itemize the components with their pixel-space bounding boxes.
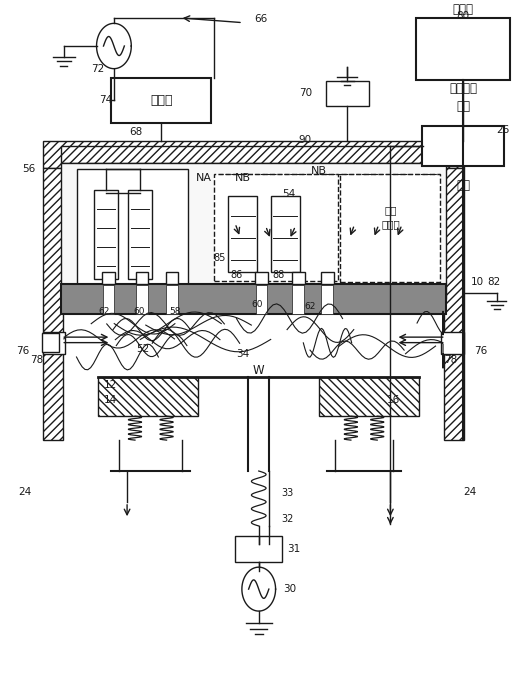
- Text: 24: 24: [18, 486, 31, 497]
- Bar: [103, 285, 115, 314]
- Text: 16: 16: [386, 396, 400, 405]
- Text: 31: 31: [287, 544, 300, 555]
- Text: 78: 78: [445, 355, 458, 365]
- Bar: [136, 272, 148, 284]
- Bar: [42, 333, 59, 352]
- Text: 处理气体: 处理气体: [449, 82, 477, 95]
- Text: NA: NA: [195, 173, 211, 183]
- Bar: [319, 377, 419, 416]
- Text: 90: 90: [298, 135, 312, 145]
- Text: 可変部: 可変部: [381, 219, 400, 229]
- Bar: [61, 164, 446, 299]
- Text: 62: 62: [305, 302, 316, 311]
- Text: 76: 76: [474, 346, 487, 356]
- Bar: [94, 189, 118, 279]
- Text: 85: 85: [213, 253, 225, 264]
- Text: NB: NB: [235, 173, 251, 183]
- Bar: [293, 285, 304, 314]
- Text: 72: 72: [91, 65, 105, 74]
- Text: 76: 76: [16, 346, 30, 356]
- Text: 86: 86: [230, 270, 242, 280]
- Bar: [214, 174, 338, 281]
- Text: 68: 68: [129, 127, 143, 137]
- Bar: [102, 272, 115, 284]
- Bar: [416, 18, 511, 80]
- Bar: [165, 272, 178, 284]
- Bar: [235, 536, 282, 562]
- Text: W: W: [253, 363, 265, 376]
- Text: 装置: 装置: [456, 100, 470, 114]
- Bar: [229, 196, 258, 272]
- Text: 10: 10: [471, 277, 484, 287]
- Bar: [322, 285, 333, 314]
- Bar: [43, 332, 65, 354]
- Bar: [61, 284, 446, 314]
- Text: 33: 33: [281, 488, 294, 498]
- Bar: [422, 127, 504, 166]
- Bar: [321, 272, 334, 284]
- Bar: [98, 377, 198, 416]
- Text: 排气: 排气: [456, 179, 470, 192]
- Bar: [292, 272, 305, 284]
- Bar: [43, 168, 63, 440]
- Text: 26: 26: [496, 125, 509, 135]
- Text: 供给源: 供给源: [452, 3, 474, 16]
- Text: 60: 60: [133, 307, 145, 316]
- Bar: [256, 285, 267, 314]
- Text: 58: 58: [170, 307, 181, 316]
- Bar: [270, 196, 299, 272]
- Text: 32: 32: [281, 514, 294, 524]
- Text: 52: 52: [136, 344, 149, 354]
- Bar: [128, 189, 152, 279]
- Text: 34: 34: [237, 350, 250, 359]
- Text: 匹配器: 匹配器: [150, 94, 173, 107]
- Bar: [326, 81, 369, 106]
- Text: 60: 60: [251, 300, 263, 309]
- Text: 74: 74: [99, 95, 112, 105]
- Text: 14: 14: [103, 396, 117, 405]
- Text: 62: 62: [99, 307, 110, 316]
- Bar: [444, 168, 464, 440]
- Text: 54: 54: [282, 189, 296, 200]
- Text: NB: NB: [312, 166, 327, 176]
- Bar: [255, 272, 268, 284]
- Bar: [61, 147, 446, 164]
- Bar: [341, 174, 440, 282]
- Bar: [441, 332, 464, 354]
- Text: 容量: 容量: [384, 205, 397, 215]
- Text: 88: 88: [272, 270, 285, 280]
- Text: 56: 56: [23, 164, 36, 174]
- Text: 70: 70: [299, 88, 313, 98]
- Text: 82: 82: [487, 277, 501, 287]
- Text: 66: 66: [254, 14, 268, 24]
- Text: 80: 80: [457, 12, 469, 21]
- Text: 30: 30: [282, 584, 296, 594]
- Bar: [111, 78, 211, 122]
- Bar: [166, 285, 177, 314]
- Text: 78: 78: [30, 355, 43, 365]
- Text: 24: 24: [463, 486, 476, 497]
- Text: 12: 12: [103, 380, 117, 390]
- Bar: [43, 142, 464, 168]
- Bar: [136, 285, 148, 314]
- Bar: [77, 169, 187, 289]
